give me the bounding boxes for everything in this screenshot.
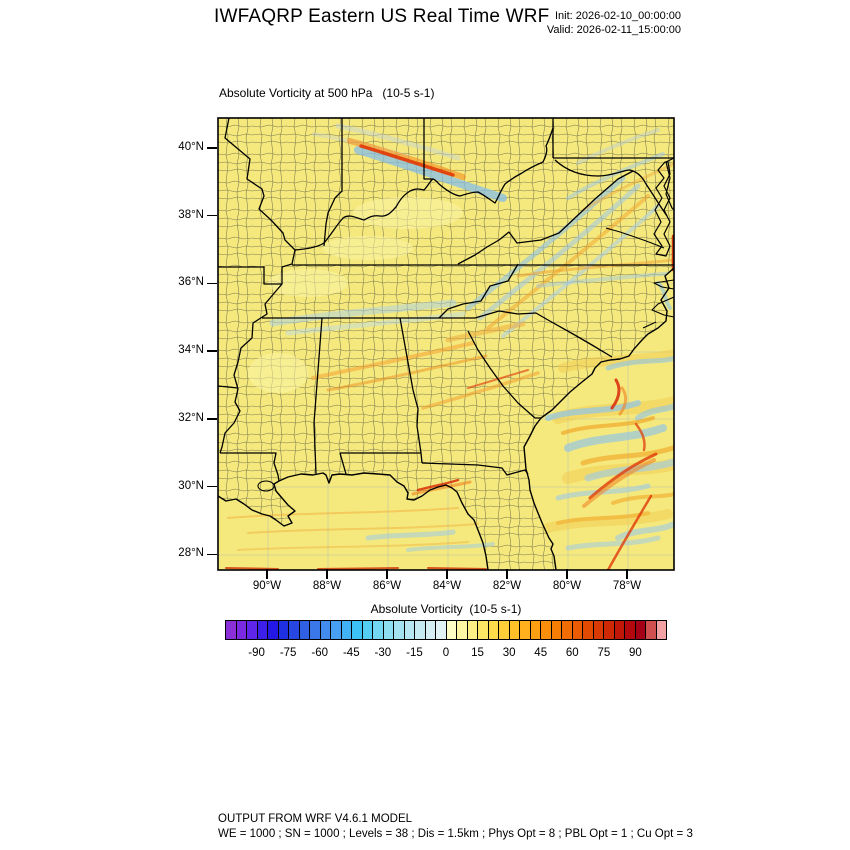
state-borders [218, 118, 674, 482]
map-plot [217, 117, 675, 571]
lat-tick-label: 40°N [178, 141, 204, 153]
colorbar [225, 620, 667, 640]
colorbar-tick-value: 75 [597, 647, 611, 659]
lon-tick-label: 86°W [372, 580, 402, 592]
init-timestamp: Init: 2026-02-10_00:00:00 [555, 10, 681, 22]
lon-tick-mark [566, 569, 568, 579]
valid-timestamp: Valid: 2026-02-11_15:00:00 [546, 24, 681, 36]
lon-tick-label: 80°W [552, 580, 582, 592]
lat-tick-label: 34°N [178, 344, 204, 357]
lat-tick-label: 30°N [178, 479, 204, 492]
lat-tick-mark [207, 282, 217, 285]
colorbar-tick-value: -75 [279, 647, 297, 659]
lat-tick-label: 36°N [178, 276, 204, 289]
page-title: IWFAQRP Eastern US Real Time WRF [214, 6, 550, 27]
colorbar-title: Absolute Vorticity (10-5 s-1) [370, 602, 522, 616]
colorbar-tick-value: 90 [629, 647, 642, 659]
colorbar-tick-value: 30 [502, 647, 516, 659]
lon-tick-mark [446, 569, 448, 579]
footer-line2: WE = 1000 ; SN = 1000 ; Levels = 38 ; Di… [218, 827, 693, 840]
lon-tick-mark [626, 569, 628, 579]
lon-tick-mark [506, 569, 508, 579]
lon-tick-label: 90°W [252, 580, 282, 592]
colorbar-tick-value: 15 [471, 647, 484, 659]
colorbar-tick-value: -30 [374, 647, 392, 659]
lat-tick-mark [207, 418, 217, 420]
run-times: Init: 2026-02-10_00:00:00 Valid: 2026-02… [547, 9, 681, 37]
lon-tick-mark [386, 569, 388, 579]
lat-tick-mark [207, 485, 217, 488]
lon-tick-label: 88°W [312, 580, 342, 592]
lon-tick-mark [266, 569, 268, 579]
colorbar-tick-value: 45 [534, 647, 548, 659]
lon-tick-label: 82°W [492, 580, 522, 592]
coastline [218, 157, 674, 570]
colorbar-tick-value: 0 [442, 647, 450, 659]
colorbar-segment [655, 620, 667, 640]
map-subtitle: Absolute Vorticity at 500 hPa (10-5 s-1) [219, 86, 435, 100]
colorbar-tick-value: -15 [406, 647, 423, 659]
lat-tick-label: 38°N [178, 208, 204, 221]
lat-tick-mark [207, 147, 217, 149]
lat-tick-mark [207, 350, 217, 352]
lat-tick-label: 28°N [178, 547, 204, 560]
lat-tick-mark [207, 553, 217, 556]
vorticity-streaks-land [269, 123, 674, 410]
colorbar-tick-value: 60 [565, 647, 579, 659]
lon-tick-label: 78°W [612, 580, 642, 592]
light-field-patches [248, 197, 463, 393]
lon-tick-label: 84°W [432, 580, 462, 592]
colorbar-tick-value: -90 [248, 647, 265, 659]
lat-tick-mark [207, 214, 217, 217]
colorbar-tick-value: -60 [311, 647, 329, 659]
map-frame [217, 117, 675, 571]
lon-tick-mark [326, 569, 328, 579]
vorticity-streaks-ocean [225, 234, 674, 570]
lat-tick-label: 32°N [178, 411, 204, 424]
footer-annotation: OUTPUT FROM WRF V4.6.1 MODEL WE = 1000 ;… [218, 812, 693, 841]
colorbar-tick-value: -45 [342, 647, 360, 659]
footer-line1: OUTPUT FROM WRF V4.6.1 MODEL [218, 813, 413, 825]
